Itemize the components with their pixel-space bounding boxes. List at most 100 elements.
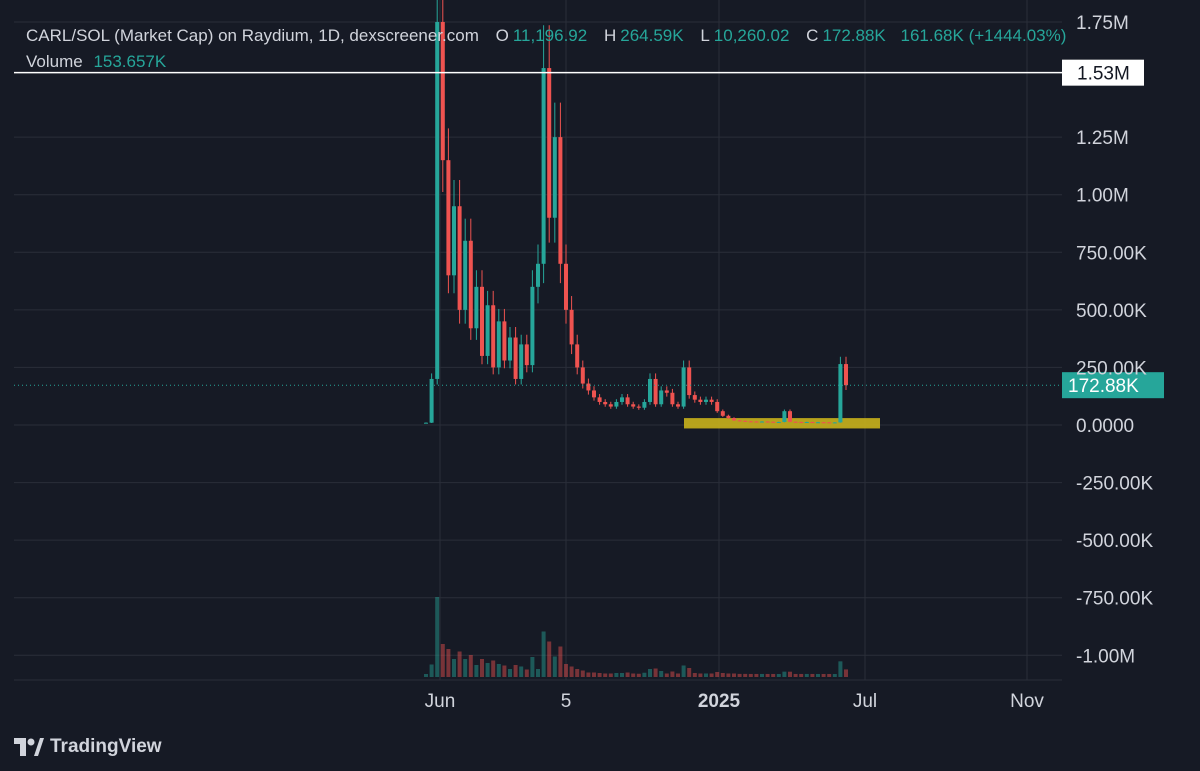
volume-bar [524,669,529,677]
y-tick-label: -250.00K [1076,474,1153,495]
volume-bar [788,671,792,677]
candle-body [452,206,456,276]
candle-body [776,422,781,424]
volume-bar [547,641,552,677]
volume-bar [838,661,843,677]
candle-body [709,399,714,402]
volume-bar [564,664,568,677]
volume-bar [726,673,731,677]
candle-body [502,321,507,361]
volume-bar [569,666,574,677]
volume-bar [463,659,468,677]
candle-body [608,404,613,407]
candle-body [765,421,770,423]
open-label: O [495,26,509,45]
candle-body [620,397,624,402]
candle-body [676,404,680,407]
x-tick-label: 5 [561,691,572,712]
candle-body [737,420,742,422]
volume-bar [625,672,630,677]
y-axis: 1.75M 1.25M 1.00M 750.00K 500.00K 250.00K 0.00… [1076,13,1153,667]
candle-body [653,378,658,405]
candle-body [782,411,787,423]
candle-body [732,418,736,421]
volume-bar [844,669,848,677]
volume-bar [603,673,608,677]
candle-body [457,206,462,310]
volume-bar [536,669,540,677]
volume-bar [816,674,820,677]
chart-grid [14,0,1062,680]
candle-body [832,422,837,424]
close-label: C [806,26,819,45]
volume-bar [659,671,664,677]
candle-body [530,286,535,366]
candle-body [720,411,725,416]
volume-bar [810,673,815,677]
candle-body [597,397,602,402]
y-tick-label: 1.25M [1076,128,1129,149]
volume-bar [754,673,759,677]
candle-body [435,22,440,379]
y-tick-label: 1.75M [1076,13,1129,34]
volume-bar [597,673,602,677]
volume-bar [429,664,434,677]
candle-body [844,364,848,386]
volume-bar [631,673,636,677]
volume-bar [424,674,428,677]
candle-body [580,367,585,384]
y-tick-label: 0.0000 [1076,416,1134,437]
candle-body [440,22,445,161]
high-value: 264.59K [620,26,684,45]
volume-bar [614,673,619,677]
candle-body [754,421,759,423]
volume-bar [720,673,725,677]
candle-body [726,415,731,419]
candle-body [424,422,428,424]
volume-bar [832,673,837,677]
x-tick-label: 2025 [698,691,741,712]
candle-body [664,390,669,393]
volume-bar [698,673,703,677]
volume-bar [771,673,776,677]
volume-bar [748,673,753,677]
open-value: 11,196.92 [512,26,588,45]
volume-bar [793,673,798,677]
high-label: H [603,26,617,45]
candle-body [463,240,468,310]
tradingview-logo[interactable]: TradingView [14,736,162,758]
low-label: L [700,26,710,45]
volume-bar [704,673,708,677]
candle-body [592,390,596,398]
volume-bar [580,670,585,677]
price-lines: 1.53M 172.88K [14,59,1164,399]
candle-body [704,399,708,402]
candle-body [681,367,686,407]
candle-body [614,401,619,407]
volume-bar [519,666,524,677]
highlight-rect [684,418,880,429]
volume-bar [620,673,624,677]
x-tick-label: Nov [1010,691,1044,712]
volume-bar [782,671,787,677]
x-axis: Jun 5 2025 Jul Nov [14,679,1062,712]
candle-body [586,383,591,391]
volume-bar [575,669,580,677]
volume-bar [681,665,686,677]
volume-bar [709,673,714,677]
volume-bar [765,673,770,677]
candle-body [788,411,792,422]
y-tick-label: 250.00K [1076,358,1147,379]
volume-bar [513,665,518,677]
volume-bar [592,672,596,677]
volume-bar [541,631,546,677]
candle-body [642,401,647,408]
y-tick-label: -1.00M [1076,646,1135,667]
candle-body [692,395,697,400]
volume-bar [474,665,479,677]
candle-body [603,401,608,405]
candle-body [569,309,574,345]
volume-bar [496,664,501,677]
y-tick-label: 1.00M [1076,186,1129,207]
